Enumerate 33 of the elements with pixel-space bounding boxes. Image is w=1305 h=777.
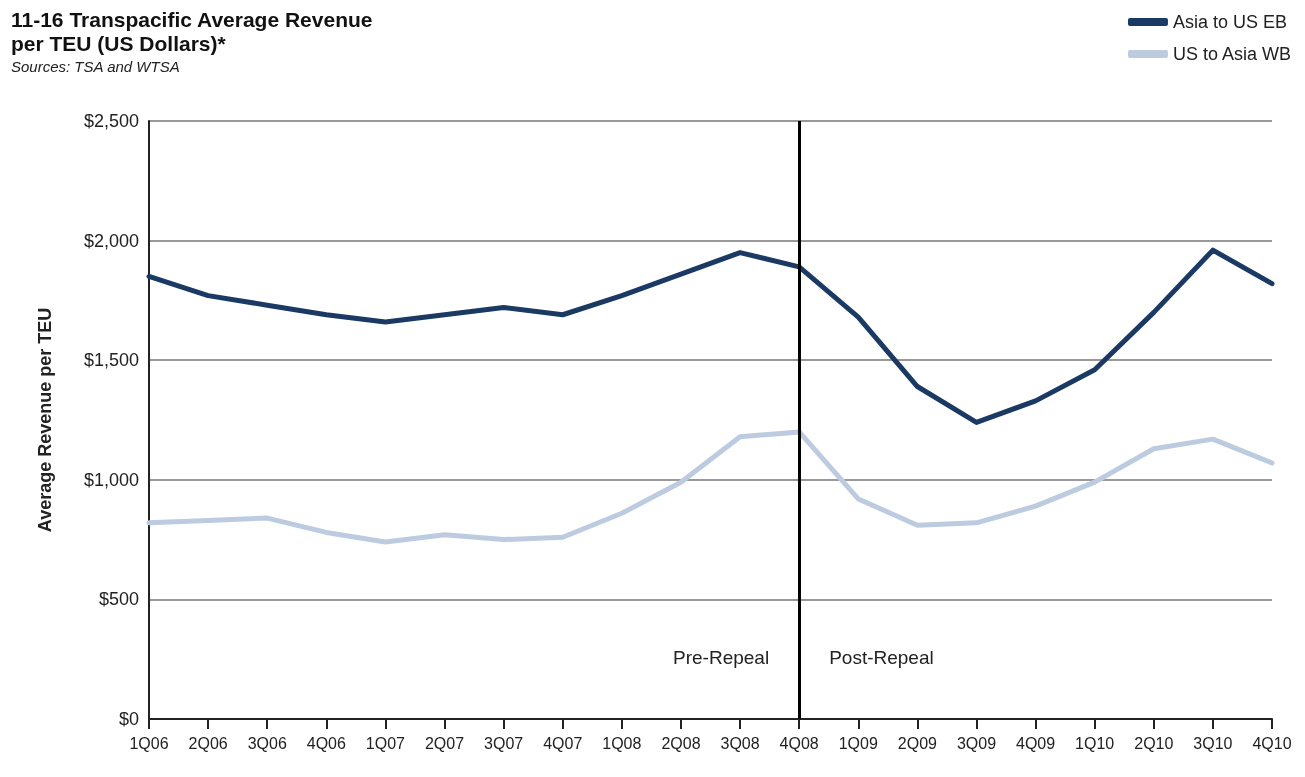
y-axis-title: Average Revenue per TEU <box>35 307 55 533</box>
x-tick-label: 4Q09 <box>1016 734 1056 752</box>
x-tick-label: 1Q08 <box>602 734 642 752</box>
legend-label: US to Asia WB <box>1172 44 1292 64</box>
chart-title: 11-16 Transpacific Average Revenue per TEU (US Dollars)* <box>11 7 373 55</box>
x-tick-label: 3Q10 <box>1193 734 1233 752</box>
x-tick-label: 1Q09 <box>838 734 878 752</box>
x-tick-label: 3Q06 <box>247 734 287 752</box>
x-tick-label: 1Q06 <box>129 734 169 752</box>
source-note: Sources: TSA and WTSA <box>11 58 180 75</box>
x-tick-label: 3Q07 <box>484 734 524 752</box>
x-tick-label: 1Q07 <box>365 734 406 752</box>
y-tick-label: $2,000 <box>83 230 139 251</box>
y-tick-label: $1,000 <box>83 469 139 490</box>
x-tick-label: 2Q06 <box>188 734 228 752</box>
y-tick-label: $1,500 <box>83 350 139 371</box>
y-tick-label: $0 <box>118 709 139 729</box>
x-tick-label: 2Q09 <box>897 734 938 752</box>
x-tick-label: 3Q08 <box>720 734 760 752</box>
x-tick-label: 4Q08 <box>779 734 819 752</box>
x-tick-label: 4Q10 <box>1252 734 1292 752</box>
annotation: Pre-Repeal <box>673 646 770 668</box>
y-tick-label: $500 <box>98 589 139 610</box>
x-tick-label: 4Q06 <box>306 734 346 752</box>
x-tick-label: 2Q07 <box>424 734 465 752</box>
x-tick-label: 4Q07 <box>543 734 583 752</box>
annotation: Post-Repeal <box>829 646 934 668</box>
x-tick-label: 3Q09 <box>956 734 997 752</box>
x-tick-label: 1Q10 <box>1075 734 1115 752</box>
legend-label: Asia to US EB <box>1172 12 1288 32</box>
x-tick-label: 2Q08 <box>661 734 701 752</box>
x-tick-label: 2Q10 <box>1134 734 1174 752</box>
y-tick-label: $2,500 <box>83 111 139 131</box>
